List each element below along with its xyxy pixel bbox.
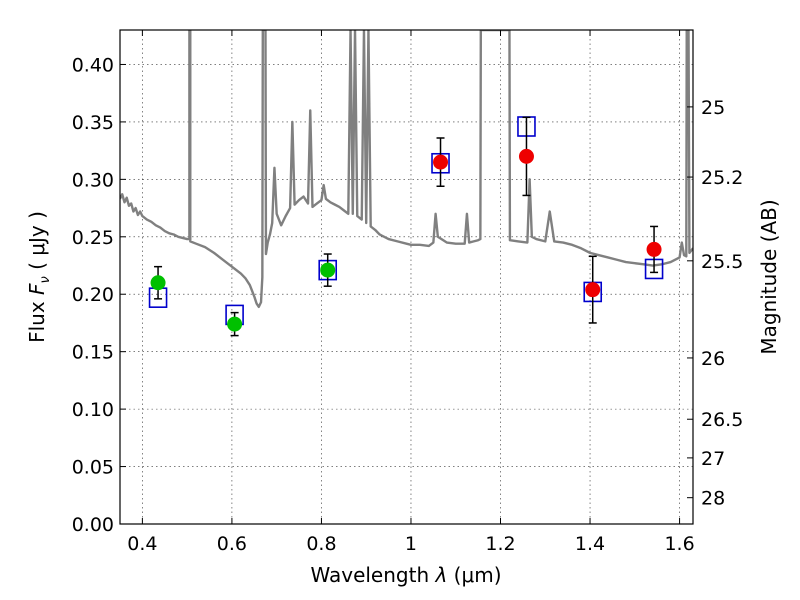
y-tick-label: 0.15 [72,342,114,364]
plot-frame [119,29,694,525]
y-tick-label: 0.00 [72,514,114,536]
x-tick-label: 1.4 [575,533,605,555]
photometry-layer [148,116,664,337]
nir-data-point [585,282,601,298]
y-tick-label: 0.40 [72,54,114,76]
x-tick-label: 0.8 [306,533,336,555]
optical-data-point [150,275,166,291]
y-tick-label: 0.05 [72,457,114,479]
y2-tick-label: 28 [701,488,725,510]
axis-ticks: 0.4 0.6 0.8 1 1.2 1.4 1.6 0.00 0.05 0.10 0.15 0.20 0… [72,30,743,555]
y-axis-f-symbol: F [25,283,49,295]
y-tick-label: 0.35 [72,112,114,134]
y2-tick-label: 25.2 [701,167,743,189]
y-tick-label: 0.20 [72,284,114,306]
y2-axis-label: Magnitude (AB) [757,199,781,354]
x-tick-label: 1.2 [485,533,515,555]
y2-tick-label: 25.5 [701,251,743,273]
x-tick-label: 0.4 [127,533,157,555]
y-tick-label: 0.10 [72,399,114,421]
nir-data-point [646,241,662,257]
y2-tick-label: 27 [701,448,725,470]
optical-data-point [320,262,336,278]
x-axis-lambda-symbol: λ [434,563,447,587]
optical-data-point [227,316,243,332]
grid [120,30,693,525]
model-sed-curve [120,30,693,309]
nir-data-point [518,148,534,164]
x-axis-label: Wavelength λ (μm) [310,563,501,587]
y-tick-label: 0.30 [72,169,114,191]
y-axis-nu-subscript: ν [38,276,53,283]
y2-tick-label: 26 [701,348,725,370]
model-sed-layer [120,30,693,309]
y2-tick-label: 25 [701,97,725,119]
x-tick-label: 1.6 [664,533,694,555]
y2-tick-label: 26.5 [701,409,743,431]
x-tick-label: 0.6 [217,533,247,555]
x-tick-label: 1 [405,533,417,555]
y-tick-label: 0.25 [72,227,114,249]
y-axis-label: Flux Fν ( μJy ) [25,211,53,343]
nir-data-point [433,154,449,170]
